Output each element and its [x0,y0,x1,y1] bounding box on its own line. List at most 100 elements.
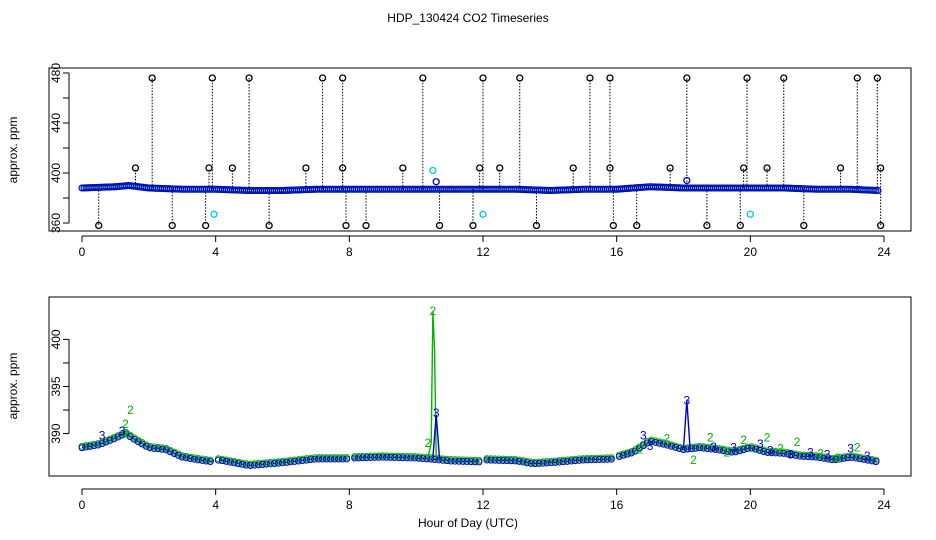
series3-point [756,446,764,454]
series3-point [146,444,154,452]
series3-point [230,459,238,467]
series3-point [238,460,246,468]
series3-point [704,445,712,453]
series3-point [379,453,387,461]
series3-point [712,445,720,453]
series2-marker-label: 2 [122,427,129,441]
series2-marker-label: 2 [690,453,697,467]
series3-point [491,456,499,464]
series2-marker-label: 2 [425,436,432,450]
series3-point [483,456,491,464]
series3-point [403,454,411,462]
series3-spike-point [683,176,691,185]
series3-point [323,455,331,463]
series3-point [760,448,768,456]
series3-point [772,449,780,457]
series2-marker-label: 2 [127,403,134,417]
series3-spike-point [432,178,440,186]
bottom-x-tick-label: 24 [877,498,891,512]
series2-marker-label: 2 [854,441,861,455]
spike-low-point [342,221,350,230]
series3-point [335,455,343,463]
bottom-y-tick-label: 390 [49,423,63,443]
series2-marker-label: 2 [430,304,437,318]
series3-point [744,444,752,452]
series3-point [423,455,431,463]
series3-point [752,445,760,453]
series3-point [864,456,872,464]
flagged-point [429,166,437,175]
series3-point [527,459,535,467]
series3-point [724,447,732,455]
spike-high-point [318,74,327,82]
series3-point [363,454,371,462]
series3-point [254,461,262,469]
series3-point [375,453,383,461]
series2-marker-label: 2 [122,417,129,431]
series3-point [299,457,307,465]
spike-low-point [168,221,176,230]
series3-point [451,457,459,465]
series3-point [315,455,323,463]
series3-point [262,460,270,468]
series3-point [688,445,696,453]
series3-point [391,453,399,461]
series3-point [511,457,519,465]
series3-marker-label: 3 [787,447,794,461]
spike-mid-point [666,164,674,172]
series2-marker-label: 2 [777,442,784,456]
series3-point [836,455,844,463]
bottom-y-tick-label: 400 [49,329,63,349]
series3-point [543,459,551,467]
series3-marker-label: 3 [824,447,831,461]
top-x-tick-label: 24 [877,245,891,259]
spike-high-point [338,74,347,82]
series3-point [784,450,792,458]
series3-point [828,456,836,464]
series3-point [792,451,800,459]
series3-point [419,455,427,463]
series3-point [816,454,824,462]
figure-title: HDP_130424 CO2 Timeseries [387,11,548,25]
series3-marker-label: 3 [683,394,690,408]
spike-low-point [265,221,273,230]
series3-point [571,457,579,465]
series3-point [242,461,250,469]
series3-point [531,460,539,468]
series3-point [319,455,327,463]
series3-point [844,454,852,462]
top-x-tick-label: 4 [212,245,219,259]
series3-point [459,457,467,465]
series3-point [311,455,319,463]
series3-point [535,459,543,467]
series3-point [728,448,736,456]
series3-point [138,440,146,448]
series3-point [218,457,226,465]
series3-point [331,455,339,463]
series3-point [768,449,776,457]
top-y-tick-label: 360 [49,213,63,233]
spike-low-point [201,221,210,230]
bottom-y-tick-label: 395 [49,376,63,396]
series3-point [720,447,728,455]
series3-point [603,455,611,463]
top-x-tick-label: 0 [79,245,86,259]
series3-point [170,450,178,458]
spike-mid-point [131,164,140,172]
series2-marker-label: 2 [740,433,747,447]
top-y-tick-label: 400 [49,163,63,183]
series3-point [575,456,583,464]
top-x-tick-label: 20 [744,245,758,259]
series3-point [820,454,828,462]
series3-point [415,454,423,462]
series3-point [651,438,659,446]
series3-point [467,458,475,466]
spike-high-point [419,74,427,82]
series3-point [647,437,655,445]
series3-point [174,451,182,459]
series3-point [383,453,391,461]
series3-point [303,456,311,464]
series3-point [675,444,683,452]
spike-high-point [873,74,881,82]
